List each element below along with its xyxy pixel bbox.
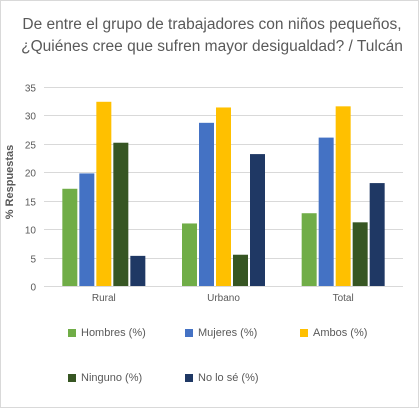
legend-item: No lo sé (%) [185, 372, 259, 384]
bar [250, 154, 265, 286]
chart-title-line-1: De entre el grupo de trabajadores con ni… [22, 16, 402, 33]
y-tick-label: 5 [30, 255, 36, 266]
legend-swatch [185, 374, 193, 382]
y-tick-label: 15 [25, 198, 37, 209]
legend-label: Ninguno (%) [81, 372, 143, 384]
legend-swatch [185, 329, 193, 337]
legend-swatch [300, 329, 308, 337]
legend-swatch [68, 329, 76, 337]
y-tick-label: 35 [25, 84, 37, 95]
legend-swatch [68, 374, 76, 382]
y-tick-label: 20 [25, 169, 37, 180]
y-tick-label: 25 [25, 141, 37, 152]
legend-label: Hombres (%) [81, 327, 146, 339]
legend-item: Ambos (%) [300, 327, 367, 339]
bar [352, 222, 368, 286]
bar [335, 106, 351, 287]
x-tick-label: Rural [92, 293, 116, 304]
bar [79, 173, 95, 286]
x-tick-label: Urbano [207, 293, 240, 304]
legend-label: Ambos (%) [313, 327, 368, 339]
y-tick-label: 10 [25, 226, 37, 237]
bar [130, 255, 146, 286]
y-tick-label: 30 [25, 112, 37, 123]
bar [62, 188, 78, 286]
legend-label: No lo sé (%) [198, 372, 259, 384]
legend-item: Hombres (%) [68, 327, 146, 339]
bar [113, 142, 129, 286]
x-tick-label: Total [333, 293, 354, 304]
bar [318, 137, 334, 286]
legend-item: Ninguno (%) [68, 372, 142, 384]
bar [96, 101, 112, 286]
chart-title-line-2: ¿Quiénes cree que sufren mayor desiguald… [21, 38, 403, 55]
y-tick-label: 0 [30, 283, 36, 294]
chart-title: De entre el grupo de trabajadores con ni… [12, 14, 412, 58]
legend-label: Mujeres (%) [198, 327, 258, 339]
bar [233, 254, 248, 286]
bar [369, 183, 385, 286]
bar [199, 122, 214, 286]
bar [301, 213, 317, 286]
bar [216, 107, 231, 287]
legend-item: Mujeres (%) [185, 327, 257, 339]
bar [182, 223, 197, 286]
